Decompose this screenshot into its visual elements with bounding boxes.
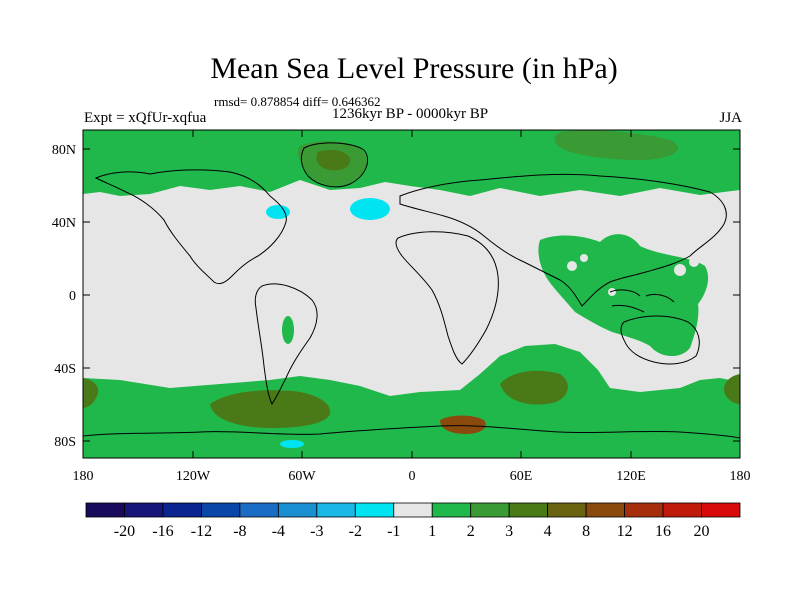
north-atlantic-negative xyxy=(350,198,390,220)
colorbar-swatch xyxy=(662,502,702,518)
south-indian-anomaly xyxy=(500,370,568,405)
antarctic-negative xyxy=(280,440,304,448)
x-tick-60w: 60W xyxy=(288,469,316,484)
y-tick-80n: 80N xyxy=(52,143,76,158)
colorbar-swatch xyxy=(85,502,125,518)
colorbar-label: 16 xyxy=(655,523,671,540)
y-tick-0: 0 xyxy=(69,289,76,304)
colorbar-label: 3 xyxy=(505,523,513,540)
x-tick-180e: 180 xyxy=(730,469,751,484)
x-tick-120e: 120E xyxy=(616,469,646,484)
south-atlantic-anomaly xyxy=(210,390,331,428)
antarctic-coast-anomaly xyxy=(440,415,486,434)
greenland-anomaly-core xyxy=(316,150,351,171)
asia-hatch-1 xyxy=(567,261,577,271)
x-tick-0: 0 xyxy=(409,469,416,484)
north-america-coast xyxy=(94,169,287,285)
colorbar-swatch xyxy=(701,502,741,518)
experiment-label: Expt = xQfUr-xqfua xyxy=(84,110,207,126)
y-axis xyxy=(83,148,740,442)
y-tick-80s: 80S xyxy=(54,435,76,450)
colorbar-swatch xyxy=(508,502,549,518)
rmsd-diff-stats: rmsd= 0.878854 diff= 0.646362 xyxy=(214,94,381,109)
colorbar-label: -2 xyxy=(349,523,362,540)
south-america-coast xyxy=(254,283,318,405)
colorbar-label: -1 xyxy=(387,523,400,540)
colorbar-swatch xyxy=(124,502,164,518)
y-tick-40s: 40S xyxy=(54,362,76,377)
y-tick-40n: 40N xyxy=(52,216,76,231)
maritime-continent xyxy=(609,289,675,313)
colorbar-swatch xyxy=(470,502,510,518)
colorbar-swatch xyxy=(431,502,472,518)
asia-hatch-3 xyxy=(674,264,686,276)
west-edge-anomaly xyxy=(83,378,99,408)
x-tick-120w: 120W xyxy=(176,469,211,484)
greenland-coast xyxy=(300,142,368,188)
map-title: Mean Sea Level Pressure (in hPa) xyxy=(210,52,618,85)
asia-indian-ocean-positive xyxy=(538,234,709,357)
x-axis xyxy=(192,130,632,458)
colorbar-label: -8 xyxy=(233,523,246,540)
asia-hatch-4 xyxy=(689,257,699,267)
colorbar-swatch xyxy=(162,502,202,518)
colorbar-label: 2 xyxy=(467,523,475,540)
colorbar-label: -4 xyxy=(272,523,285,540)
arctic-east-anomaly xyxy=(554,130,679,160)
colorbar: -20 -16 -12 -8 -4 -3 -2 -1 1 2 3 4 8 12 16 20 xyxy=(85,502,741,540)
period-label: 1236kyr BP - 0000kyr BP xyxy=(331,106,489,122)
colorbar-swatch xyxy=(354,502,395,518)
eurasia-coast xyxy=(399,173,727,307)
colorbar-label: -20 xyxy=(114,523,135,540)
colorbar-label: 4 xyxy=(544,523,552,540)
colorbar-swatch xyxy=(239,502,279,518)
australia-coast xyxy=(620,315,700,365)
coastlines xyxy=(83,142,740,439)
colorbar-label: 12 xyxy=(617,523,633,540)
colorbar-label: 20 xyxy=(694,523,710,540)
southern-ocean-positive xyxy=(83,344,740,458)
asia-hatch-5 xyxy=(608,288,616,296)
map-plot-area xyxy=(83,130,740,458)
colorbar-label: -3 xyxy=(310,523,323,540)
x-tick-60e: 60E xyxy=(510,469,533,484)
colorbar-swatch xyxy=(393,502,433,518)
colorbar-label: 1 xyxy=(428,523,436,540)
east-edge-anomaly xyxy=(723,374,740,404)
colorbar-swatch xyxy=(547,502,587,518)
africa-coast xyxy=(395,231,499,365)
colorbar-swatch xyxy=(585,502,625,518)
season-label: JJA xyxy=(719,110,742,126)
colorbar-swatch xyxy=(277,502,318,518)
pacific-central-patch xyxy=(282,316,294,344)
colorbar-swatch xyxy=(201,502,241,518)
colorbar-swatch xyxy=(624,502,664,518)
colorbar-label: -12 xyxy=(191,523,212,540)
colorbar-label: -16 xyxy=(152,523,173,540)
x-tick-180w: 180 xyxy=(73,469,94,484)
asia-hatch-2 xyxy=(580,254,588,262)
colorbar-label: 8 xyxy=(582,523,590,540)
eastern-us-negative xyxy=(266,205,290,219)
colorbar-swatch xyxy=(316,502,356,518)
antarctica-coast xyxy=(83,425,740,439)
